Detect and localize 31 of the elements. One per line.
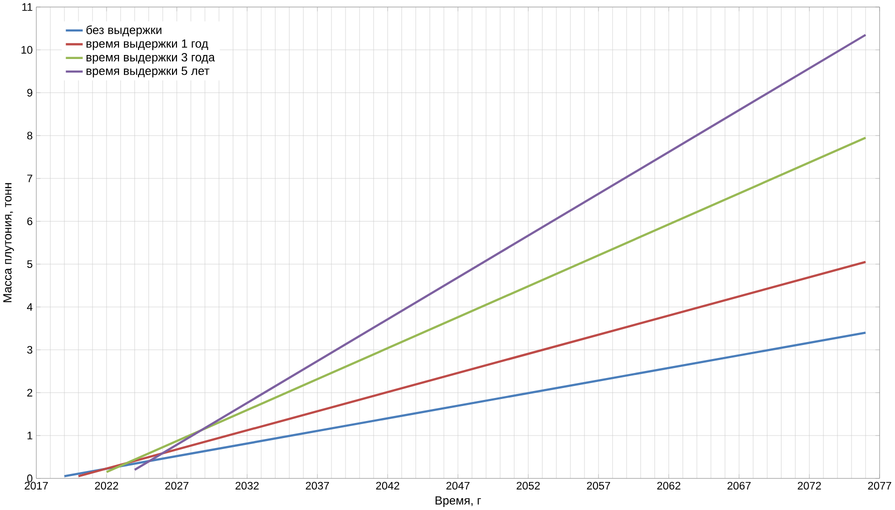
y-tick-label: 1 (28, 432, 32, 440)
x-tick-label: 2062 (657, 482, 680, 490)
y-tick-label: 0 (27, 474, 32, 482)
x-tick-label: 2047 (446, 482, 470, 490)
y-tick-label: 2 (27, 388, 32, 396)
x-tick-label: 2057 (586, 482, 610, 490)
x-tick-label: 2022 (95, 482, 118, 490)
x-tick-label: 2067 (728, 482, 751, 490)
x-tick-label: 2052 (516, 482, 540, 490)
y-tick-label: 8 (27, 132, 32, 140)
legend-label: без выдержки (86, 25, 162, 36)
y-tick-label: 5 (27, 260, 32, 268)
y-tick-label: 7 (27, 174, 32, 182)
y-tick-label: 11 (22, 3, 32, 11)
x-tick-label: 2037 (306, 482, 329, 490)
x-axis-title: Время, г (436, 496, 481, 507)
x-tick-label: 2017 (24, 482, 48, 490)
y-tick-label: 6 (27, 217, 32, 225)
x-tick-label: 2042 (376, 482, 400, 490)
legend-label: время выдержки 1 год (86, 39, 208, 50)
x-tick-label: 2072 (798, 482, 821, 490)
y-tick-label: 9 (27, 88, 32, 96)
legend-label: время выдержки 3 года (86, 52, 215, 64)
y-tick-label: 3 (27, 346, 32, 354)
x-tick-label: 2032 (236, 482, 259, 490)
y-axis-title: Масса плутония, тонн (3, 183, 14, 302)
legend-label: время выдержки 5 лет (86, 66, 210, 78)
x-tick-label: 2077 (868, 482, 892, 490)
y-tick-label: 4 (26, 303, 32, 311)
y-tick-label: 10 (22, 46, 32, 54)
x-tick-label: 2027 (165, 482, 188, 490)
